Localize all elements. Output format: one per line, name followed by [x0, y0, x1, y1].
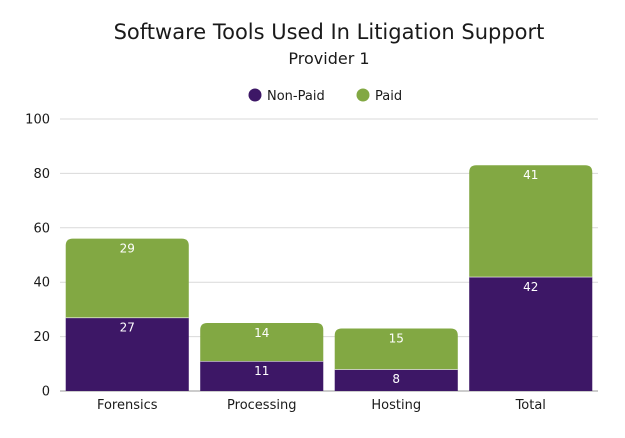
data-label-paid: 15: [389, 331, 404, 345]
y-tick-label: 40: [33, 276, 50, 291]
legend-label-non-paid: Non-Paid: [267, 89, 325, 104]
data-label-non-paid: 42: [523, 280, 538, 294]
bar-non-paid-hosting: [334, 369, 458, 391]
x-tick-label: Forensics: [97, 398, 158, 413]
legend-swatch-non-paid: [248, 88, 262, 102]
chart-subtitle: Provider 1: [288, 49, 369, 68]
bar-paid-processing: [200, 323, 324, 362]
bar-paid-hosting: [334, 328, 458, 370]
x-tick-label: Hosting: [371, 398, 421, 413]
bar-non-paid-total: [469, 276, 593, 391]
y-tick-label: 80: [33, 167, 50, 182]
data-label-paid: 14: [254, 326, 269, 340]
data-label-non-paid: 27: [120, 321, 135, 335]
legend-swatch-paid: [356, 88, 370, 102]
chart-title: Software Tools Used In Litigation Suppor…: [114, 20, 545, 44]
data-label-non-paid: 8: [392, 372, 400, 386]
y-tick-label: 60: [33, 221, 50, 236]
x-tick-label: Processing: [227, 398, 296, 413]
bar-non-paid-forensics: [65, 317, 189, 391]
data-label-paid: 29: [120, 242, 135, 256]
y-tick-label: 0: [42, 385, 50, 400]
x-axis: Forensics Processing Hosting Total: [97, 398, 546, 413]
data-label-non-paid: 11: [254, 364, 269, 378]
bar-paid-forensics: [65, 238, 189, 318]
bar-non-paid-processing: [200, 361, 324, 391]
bars: 27 29 11 14 8 15 42 41: [65, 165, 593, 391]
x-tick-label: Total: [515, 398, 546, 413]
legend: Non-Paid Paid: [248, 88, 402, 104]
y-axis: 0 20 40 60 80 100: [25, 113, 50, 400]
y-tick-label: 100: [25, 113, 50, 128]
y-tick-label: 20: [33, 330, 50, 345]
legend-label-paid: Paid: [375, 89, 402, 104]
bar-paid-total: [469, 165, 593, 277]
data-label-paid: 41: [523, 168, 538, 182]
